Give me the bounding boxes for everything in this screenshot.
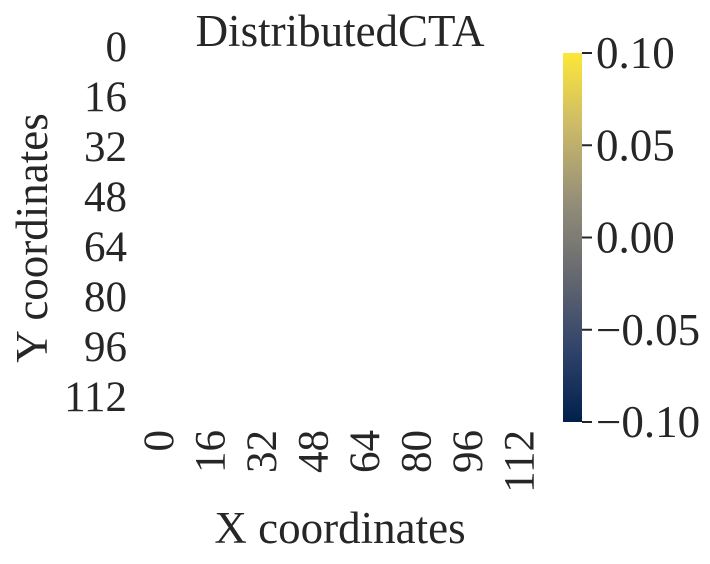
x-tick-label: 32 <box>239 430 286 473</box>
y-tick-label: 80 <box>84 274 127 321</box>
x-tick-label: 112 <box>496 430 543 493</box>
y-tick-label: 64 <box>84 224 127 271</box>
colorbar: 0.10 0.05 0.00 −0.05 −0.10 <box>563 28 700 447</box>
chart-title: DistributedCTA <box>196 6 485 56</box>
x-tick-label: 96 <box>445 430 492 473</box>
colorbar-tick-label: 0.05 <box>596 120 675 170</box>
y-tick-label: 96 <box>84 324 127 371</box>
colorbar-tick-label: −0.10 <box>596 397 700 447</box>
y-tick-label: 48 <box>84 174 127 221</box>
x-tick-label: 80 <box>393 430 440 473</box>
x-tick-label: 0 <box>136 430 183 452</box>
y-tick-label: 112 <box>64 374 127 421</box>
y-tick-label: 0 <box>106 24 128 71</box>
colorbar-tick-label: 0.00 <box>596 213 675 263</box>
x-tick-label: 64 <box>342 430 389 473</box>
colorbar-ticks: 0.10 0.05 0.00 −0.05 −0.10 <box>582 28 700 447</box>
x-axis-label: X coordinates <box>214 503 465 553</box>
x-tick-labels: 0 16 32 48 64 80 96 112 <box>136 430 544 493</box>
colorbar-gradient <box>563 53 582 422</box>
y-axis-label: Y coordinates <box>7 113 57 363</box>
x-tick-label: 48 <box>290 430 337 473</box>
x-tick-label: 16 <box>187 430 234 473</box>
colorbar-tick-label: −0.05 <box>596 305 700 355</box>
colorbar-tick-label: 0.10 <box>596 28 675 78</box>
y-tick-label: 16 <box>84 74 127 121</box>
y-tick-label: 32 <box>84 124 127 171</box>
